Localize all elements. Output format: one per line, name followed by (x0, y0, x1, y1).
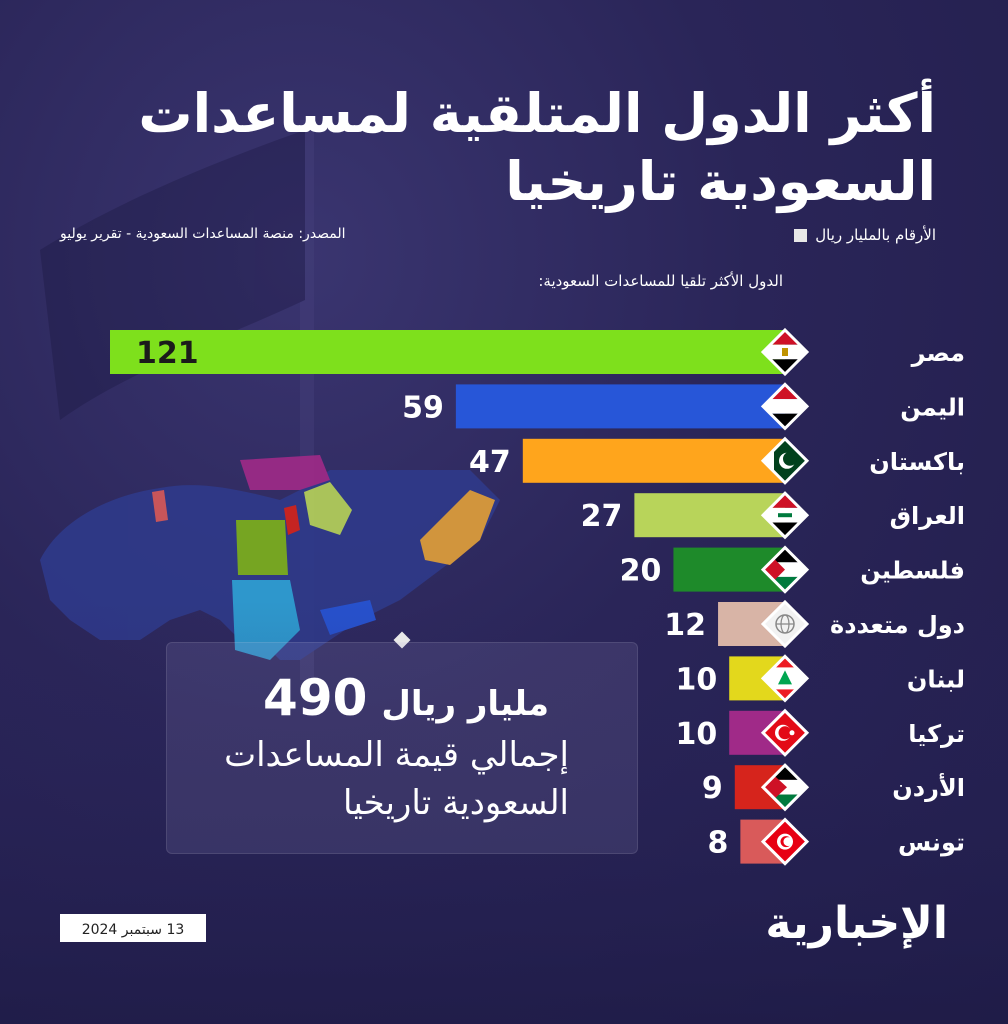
units-note: الأرقام بالمليار ريال (794, 226, 936, 244)
channel-logo: الإخبارية (765, 898, 948, 949)
date-badge: 13 سبتمبر 2024 (60, 914, 206, 942)
bar-value-label: 47 (469, 445, 511, 480)
bar-value-label: 10 (675, 662, 717, 697)
category-label: العراق (890, 502, 965, 530)
units-note-label: الأرقام بالمليار ريال (815, 226, 936, 244)
total-caption-line2: السعودية تاريخيا (342, 783, 569, 823)
page-title: أكثر الدول المتلقية لمساعدات السعودية تا… (138, 82, 936, 213)
total-card: مليار ريال 490 إجمالي قيمة المساعدات الس… (166, 642, 638, 854)
category-label: اليمن (900, 393, 965, 421)
bar-value-label: 27 (581, 499, 623, 534)
category-label: باكستان (869, 448, 965, 476)
chart-subtitle: الدول الأكثر تلقيا للمساعدات السعودية: (538, 272, 783, 290)
bar-value-label: 20 (620, 554, 662, 589)
bar-2 (455, 384, 785, 429)
total-value: 490 (263, 669, 368, 727)
total-caption-line1: إجمالي قيمة المساعدات (224, 735, 569, 775)
bar-3 (522, 438, 785, 483)
category-label: فلسطين (860, 557, 965, 585)
bar-1 (110, 330, 785, 374)
category-label: لبنان (907, 665, 965, 693)
category-label: دول متعددة (830, 611, 965, 639)
source-note: المصدر: منصة المساعدات السعودية - تقرير … (60, 226, 346, 242)
category-label: تونس (898, 829, 965, 857)
bar-value-label: 9 (702, 771, 723, 806)
total-unit: مليار ريال (381, 684, 549, 724)
bar-value-label: 10 (675, 717, 717, 752)
bar-value-label: 59 (402, 390, 444, 425)
category-label: تركيا (908, 720, 965, 748)
category-label: الأردن (892, 773, 965, 802)
total-value-row: مليار ريال 490 (263, 669, 549, 727)
bar-4 (634, 493, 785, 538)
bar-value-label: 121 (136, 336, 199, 371)
square-icon (794, 228, 808, 242)
bar-value-label: 8 (707, 826, 728, 861)
bar-value-label: 12 (664, 608, 706, 643)
category-label: مصر (911, 339, 965, 367)
